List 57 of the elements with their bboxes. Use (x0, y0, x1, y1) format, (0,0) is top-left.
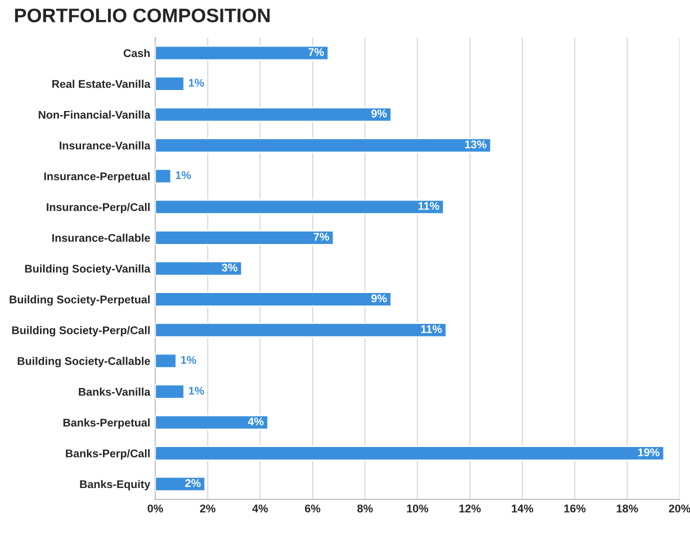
y-tick-label: Building Society-Callable (18, 356, 150, 368)
data-label: 4% (248, 418, 264, 426)
y-tick-label: Building Society-Perpetual (10, 295, 150, 306)
y-tick-label: Non-Financial-Vanilla (38, 110, 150, 119)
data-label: 3% (222, 264, 238, 272)
y-tick-label: Insurance-Perpetual (44, 172, 150, 182)
y-tick-label: Real Estate-Vanilla (52, 80, 150, 88)
chart-title: PORTFOLIO COMPOSITION (15, 8, 270, 22)
y-tick-label: Building Society-Perp/Call (12, 326, 150, 336)
y-tick-label: Insurance-Vanilla (60, 141, 150, 150)
data-label: 13% (465, 140, 486, 148)
bar (155, 168, 172, 184)
x-tick-label: 0% (148, 504, 163, 512)
data-label: 1% (188, 386, 204, 395)
y-tick-label: Banks-Perp/Call (66, 449, 150, 460)
bar (155, 414, 269, 430)
bar (155, 76, 185, 92)
x-tick-label: 20% (668, 504, 690, 512)
data-label: 1% (176, 171, 191, 180)
bar (155, 384, 185, 400)
y-tick-label: Banks-Vanilla (78, 388, 150, 396)
y-tick-label: Insurance-Callable (52, 234, 150, 242)
x-tick-label: 4% (252, 504, 268, 512)
bar (155, 138, 492, 153)
y-tick-label: Banks-Perpetual (63, 418, 150, 429)
x-tick-label: 8% (357, 504, 373, 512)
x-tick-label: 6% (304, 504, 320, 512)
data-label: 2% (185, 479, 201, 487)
bar (155, 476, 206, 492)
bar (155, 353, 177, 368)
x-tick-label: 12% (459, 504, 481, 512)
data-label: 9% (371, 294, 387, 302)
x-tick-label: 14% (512, 504, 534, 512)
x-tick-label: 18% (616, 504, 638, 512)
bar (155, 260, 242, 276)
bar (155, 45, 329, 61)
bar (155, 322, 447, 338)
bar (155, 199, 444, 215)
x-tick-label: 16% (564, 504, 586, 512)
x-tick-label: 10% (407, 504, 428, 512)
data-label: 7% (314, 232, 330, 241)
data-label: 19% (638, 448, 660, 456)
data-label: 1% (181, 356, 196, 364)
data-label: 9% (371, 110, 387, 118)
bar (155, 106, 392, 122)
y-tick-label: Banks-Equity (80, 480, 150, 490)
data-label: 11% (418, 202, 440, 210)
x-tick-label: 2% (200, 504, 216, 512)
bar (155, 446, 665, 461)
y-tick-label: Insurance-Perp/Call (46, 202, 150, 214)
data-label: 11% (421, 325, 442, 334)
y-tick-label: Cash (124, 48, 150, 58)
y-tick-label: Building Society-Vanilla (25, 264, 150, 275)
data-label: 7% (308, 48, 324, 56)
data-label: 1% (188, 78, 204, 87)
bar (155, 292, 392, 307)
bar (155, 230, 334, 246)
